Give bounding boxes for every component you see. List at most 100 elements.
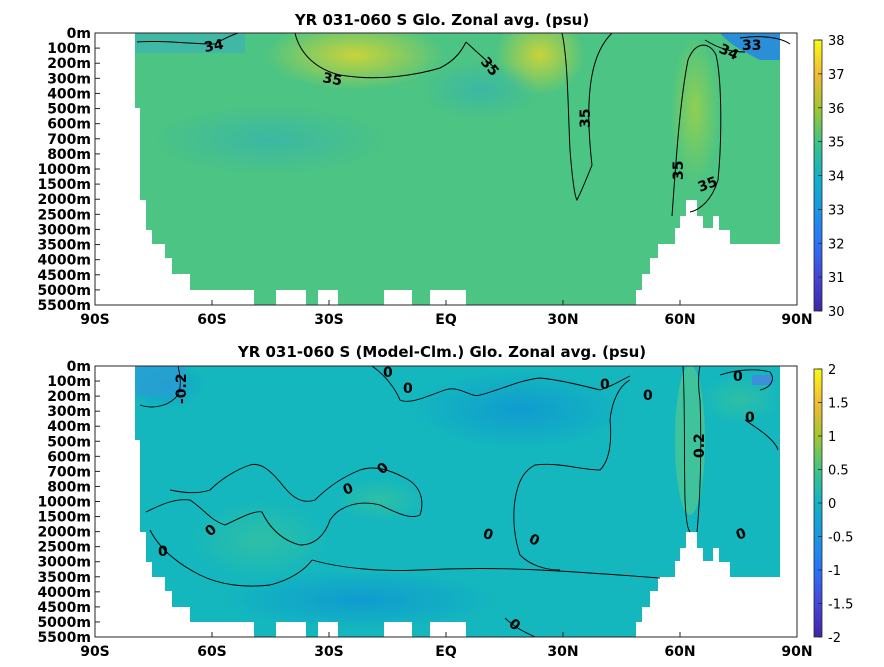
colorbar-tick-label: 2 bbox=[828, 363, 836, 378]
x-tick-label: 90S bbox=[80, 312, 110, 328]
top-contour-label: 33 bbox=[742, 38, 761, 54]
bottom-y-axis: 0m100m200m300m400m500m600m700m800m1000m1… bbox=[37, 359, 100, 646]
x-tick-label: 90N bbox=[781, 312, 812, 328]
top-contour-label: 34 bbox=[203, 37, 225, 56]
bottom-contour-label: 0 bbox=[403, 381, 413, 397]
top-salty-south bbox=[265, 33, 445, 90]
bottom-contours bbox=[139, 365, 779, 638]
y-tick-label: 2000m bbox=[37, 192, 91, 208]
top-field bbox=[95, 33, 797, 305]
y-tick-label: 3500m bbox=[37, 238, 91, 254]
top-contour-label: 35 bbox=[321, 70, 343, 89]
y-tick-label: 400m bbox=[47, 419, 91, 435]
x-tick-label: 30N bbox=[547, 644, 578, 660]
colorbar-tick-label: 1 bbox=[828, 430, 836, 445]
y-tick-label: 2500m bbox=[37, 207, 91, 223]
bottom-colorbar-ticks: 2 1.5 1 0.5 0 -0.5 -1 -1.5 -2 bbox=[818, 363, 853, 646]
colorbar-tick-label: 0.5 bbox=[828, 464, 849, 479]
bottom-contour-0-arctic-b bbox=[744, 419, 779, 451]
y-tick-label: 300m bbox=[47, 71, 91, 87]
top-arctic-fresh bbox=[720, 33, 797, 60]
bottom-contour-0-deep-north bbox=[504, 617, 536, 638]
x-tick-label: EQ bbox=[435, 644, 457, 660]
y-tick-label: 700m bbox=[47, 132, 91, 148]
colorbar-tick-label: 30 bbox=[828, 305, 845, 320]
bottom-contour-label: 0 bbox=[600, 377, 610, 393]
y-tick-label: 5500m bbox=[37, 630, 91, 646]
top-land-mask bbox=[95, 33, 797, 305]
bottom-contour-neg02 bbox=[139, 365, 181, 408]
y-tick-label: 400m bbox=[47, 86, 91, 102]
top-contour-35-atlantic-n bbox=[671, 44, 722, 217]
colorbar-tick-label: 1.5 bbox=[828, 397, 849, 412]
colorbar-tick-label: 0 bbox=[828, 497, 836, 512]
colorbar-tick-label: -0.5 bbox=[828, 531, 853, 546]
y-tick-label: 4500m bbox=[37, 600, 91, 616]
y-tick-label: 800m bbox=[47, 147, 91, 163]
top-x-axis: 90S 60S 30S EQ 30N 60N 90N bbox=[80, 300, 813, 328]
y-tick-label: 3000m bbox=[37, 555, 91, 571]
top-contour-35-atlantic-s bbox=[561, 32, 613, 202]
y-tick-label: 600m bbox=[47, 449, 91, 465]
y-tick-label: 700m bbox=[47, 464, 91, 480]
top-contour-label: 34 bbox=[716, 41, 741, 64]
bottom-title: YR 031-060 S (Model-Clm.) Glo. Zonal avg… bbox=[237, 343, 646, 361]
y-tick-label: 100m bbox=[47, 41, 91, 57]
y-tick-label: 0m bbox=[67, 359, 91, 375]
y-tick-label: 2000m bbox=[37, 525, 91, 541]
y-tick-label: 100m bbox=[47, 374, 91, 390]
y-tick-label: 1000m bbox=[37, 162, 91, 178]
top-contour-34 bbox=[136, 32, 239, 45]
top-contour-label: 35 bbox=[578, 109, 594, 128]
top-fresh-aaiw bbox=[150, 105, 390, 175]
bottom-contour-0-surface bbox=[371, 365, 631, 402]
bottom-contour-label: 0.2 bbox=[692, 433, 708, 458]
y-tick-label: 1500m bbox=[37, 510, 91, 526]
y-tick-label: 5500m bbox=[37, 298, 91, 314]
colorbar-tick-label: 34 bbox=[828, 170, 845, 185]
x-tick-label: 90N bbox=[781, 644, 812, 660]
bottom-contour-0-arctic bbox=[719, 369, 773, 391]
y-tick-label: 2500m bbox=[37, 540, 91, 556]
y-tick-label: 1500m bbox=[37, 177, 91, 193]
colorbar-tick-label: 38 bbox=[828, 34, 845, 49]
bottom-contour-0-deep bbox=[311, 559, 661, 579]
bottom-contour-0-southern-deep bbox=[149, 529, 313, 587]
colorbar-tick-label: 37 bbox=[828, 68, 845, 83]
x-tick-label: 30S bbox=[314, 644, 344, 660]
bottom-contour-02 bbox=[682, 365, 691, 533]
x-tick-label: 60N bbox=[664, 312, 695, 328]
bottom-field bbox=[95, 366, 797, 637]
bottom-contour-label: 0 bbox=[158, 544, 168, 560]
x-tick-label: 30S bbox=[314, 312, 344, 328]
bottom-contour-0-atlantic-deep bbox=[513, 499, 561, 571]
top-contour-35-south bbox=[294, 32, 467, 79]
bottom-neg-surface bbox=[135, 366, 185, 396]
top-contours bbox=[136, 32, 791, 217]
y-tick-label: 3500m bbox=[37, 570, 91, 586]
bottom-contour-label: -0.2 bbox=[174, 373, 190, 404]
y-tick-label: 600m bbox=[47, 117, 91, 133]
bottom-pos-atlantic bbox=[675, 366, 705, 515]
top-contour-33 bbox=[739, 36, 791, 45]
top-contour-35-north bbox=[465, 41, 496, 69]
top-contour-label: 35 bbox=[696, 174, 720, 196]
bottom-contour-label: 0 bbox=[733, 369, 743, 385]
y-tick-label: 5000m bbox=[37, 283, 91, 299]
y-tick-label: 200m bbox=[47, 56, 91, 72]
colorbar-tick-label: 33 bbox=[828, 203, 845, 218]
top-y-axis: 0m100m200m300m400m500m600m700m800m1000m1… bbox=[37, 26, 100, 314]
bottom-neg-tropics bbox=[410, 370, 630, 450]
bottom-x-axis: 90S 60S 30S EQ 30N 60N 90N bbox=[80, 632, 813, 660]
bottom-neg-deep bbox=[220, 570, 500, 630]
colorbar-tick-label: -1.5 bbox=[828, 598, 853, 613]
y-tick-label: 3000m bbox=[37, 222, 91, 238]
x-tick-label: 90S bbox=[80, 644, 110, 660]
bottom-neg-arctic bbox=[752, 375, 772, 385]
top-title: YR 031-060 S Glo. Zonal avg. (psu) bbox=[294, 11, 589, 29]
y-tick-label: 4000m bbox=[37, 585, 91, 601]
y-tick-label: 5000m bbox=[37, 615, 91, 631]
y-tick-label: 0m bbox=[67, 26, 91, 42]
bottom-panel: YR 031-060 S (Model-Clm.) Glo. Zonal avg… bbox=[37, 343, 853, 660]
